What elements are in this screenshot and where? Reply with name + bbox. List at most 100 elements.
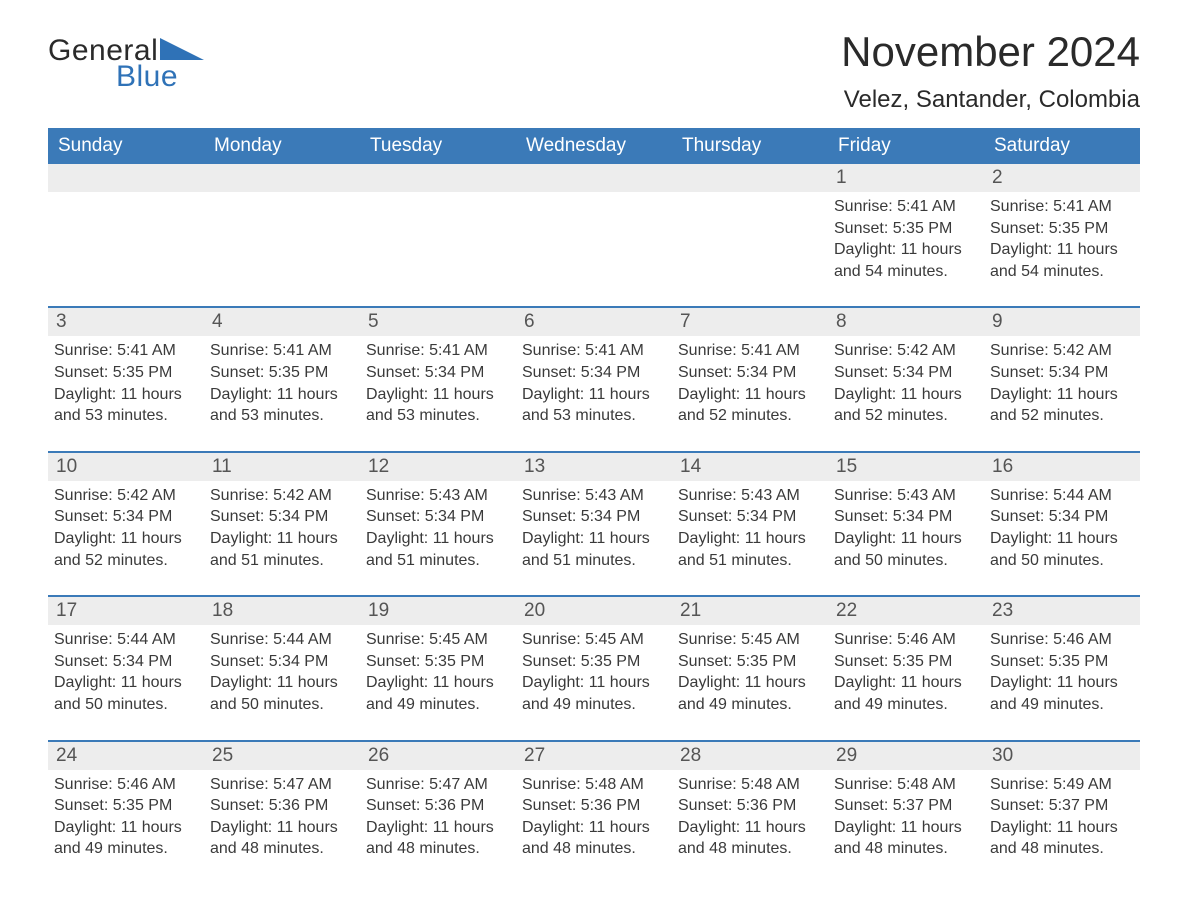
day-number: 17 <box>48 597 204 625</box>
day-number: 20 <box>516 597 672 625</box>
daylight-line: Daylight: 11 hours and 53 minutes. <box>210 384 352 427</box>
day-details: Sunrise: 5:44 AMSunset: 5:34 PMDaylight:… <box>204 625 360 739</box>
day-number <box>48 164 204 192</box>
day-details: Sunrise: 5:41 AMSunset: 5:35 PMDaylight:… <box>204 336 360 450</box>
day-details: Sunrise: 5:41 AMSunset: 5:35 PMDaylight:… <box>984 192 1140 306</box>
day-number <box>672 164 828 192</box>
calendar-day-cell: 20Sunrise: 5:45 AMSunset: 5:35 PMDayligh… <box>516 596 672 740</box>
sunset-line: Sunset: 5:34 PM <box>834 506 976 528</box>
sunrise-line: Sunrise: 5:41 AM <box>366 340 508 362</box>
brand-logo: General Blue <box>48 34 204 94</box>
calendar-day-cell: 2Sunrise: 5:41 AMSunset: 5:35 PMDaylight… <box>984 164 1140 307</box>
calendar-body: 1Sunrise: 5:41 AMSunset: 5:35 PMDaylight… <box>48 164 1140 872</box>
sunrise-line: Sunrise: 5:44 AM <box>210 629 352 651</box>
calendar-day-cell: 7Sunrise: 5:41 AMSunset: 5:34 PMDaylight… <box>672 307 828 451</box>
day-header: Monday <box>204 128 360 164</box>
day-details: Sunrise: 5:48 AMSunset: 5:37 PMDaylight:… <box>828 770 984 872</box>
daylight-line: Daylight: 11 hours and 52 minutes. <box>54 528 196 571</box>
day-number: 14 <box>672 453 828 481</box>
calendar-day-cell: 29Sunrise: 5:48 AMSunset: 5:37 PMDayligh… <box>828 741 984 872</box>
sunrise-line: Sunrise: 5:46 AM <box>990 629 1132 651</box>
sunrise-line: Sunrise: 5:41 AM <box>54 340 196 362</box>
day-number: 4 <box>204 308 360 336</box>
sunset-line: Sunset: 5:35 PM <box>366 651 508 673</box>
daylight-line: Daylight: 11 hours and 50 minutes. <box>990 528 1132 571</box>
calendar-day-cell: 19Sunrise: 5:45 AMSunset: 5:35 PMDayligh… <box>360 596 516 740</box>
day-header: Friday <box>828 128 984 164</box>
daylight-line: Daylight: 11 hours and 48 minutes. <box>834 817 976 860</box>
calendar-day-cell: 13Sunrise: 5:43 AMSunset: 5:34 PMDayligh… <box>516 452 672 596</box>
daylight-line: Daylight: 11 hours and 49 minutes. <box>366 672 508 715</box>
calendar-day-cell: 30Sunrise: 5:49 AMSunset: 5:37 PMDayligh… <box>984 741 1140 872</box>
daylight-line: Daylight: 11 hours and 48 minutes. <box>366 817 508 860</box>
calendar-day-cell: 5Sunrise: 5:41 AMSunset: 5:34 PMDaylight… <box>360 307 516 451</box>
calendar-day-cell: 27Sunrise: 5:48 AMSunset: 5:36 PMDayligh… <box>516 741 672 872</box>
sunset-line: Sunset: 5:35 PM <box>990 651 1132 673</box>
day-details: Sunrise: 5:45 AMSunset: 5:35 PMDaylight:… <box>360 625 516 739</box>
day-details <box>48 192 204 294</box>
sunset-line: Sunset: 5:34 PM <box>54 506 196 528</box>
day-details: Sunrise: 5:44 AMSunset: 5:34 PMDaylight:… <box>984 481 1140 595</box>
day-number: 6 <box>516 308 672 336</box>
daylight-line: Daylight: 11 hours and 54 minutes. <box>990 239 1132 282</box>
day-details: Sunrise: 5:47 AMSunset: 5:36 PMDaylight:… <box>360 770 516 872</box>
daylight-line: Daylight: 11 hours and 50 minutes. <box>834 528 976 571</box>
day-details: Sunrise: 5:46 AMSunset: 5:35 PMDaylight:… <box>828 625 984 739</box>
day-number: 2 <box>984 164 1140 192</box>
sunset-line: Sunset: 5:34 PM <box>210 651 352 673</box>
day-details: Sunrise: 5:43 AMSunset: 5:34 PMDaylight:… <box>516 481 672 595</box>
calendar-day-cell: 23Sunrise: 5:46 AMSunset: 5:35 PMDayligh… <box>984 596 1140 740</box>
calendar-day-cell: 1Sunrise: 5:41 AMSunset: 5:35 PMDaylight… <box>828 164 984 307</box>
header: General Blue November 2024 Velez, Santan… <box>48 28 1140 114</box>
calendar-week-row: 1Sunrise: 5:41 AMSunset: 5:35 PMDaylight… <box>48 164 1140 307</box>
sunrise-line: Sunrise: 5:45 AM <box>366 629 508 651</box>
day-details: Sunrise: 5:41 AMSunset: 5:35 PMDaylight:… <box>828 192 984 306</box>
calendar-day-cell: 26Sunrise: 5:47 AMSunset: 5:36 PMDayligh… <box>360 741 516 872</box>
daylight-line: Daylight: 11 hours and 48 minutes. <box>522 817 664 860</box>
day-number: 12 <box>360 453 516 481</box>
sunset-line: Sunset: 5:35 PM <box>834 651 976 673</box>
sunrise-line: Sunrise: 5:49 AM <box>990 774 1132 796</box>
day-details: Sunrise: 5:49 AMSunset: 5:37 PMDaylight:… <box>984 770 1140 872</box>
calendar-day-cell: 8Sunrise: 5:42 AMSunset: 5:34 PMDaylight… <box>828 307 984 451</box>
day-number <box>204 164 360 192</box>
day-number: 16 <box>984 453 1140 481</box>
day-details: Sunrise: 5:41 AMSunset: 5:34 PMDaylight:… <box>516 336 672 450</box>
day-details: Sunrise: 5:43 AMSunset: 5:34 PMDaylight:… <box>672 481 828 595</box>
sunrise-line: Sunrise: 5:43 AM <box>834 485 976 507</box>
calendar-header-row: SundayMondayTuesdayWednesdayThursdayFrid… <box>48 128 1140 164</box>
sunset-line: Sunset: 5:34 PM <box>366 506 508 528</box>
calendar-day-cell: 9Sunrise: 5:42 AMSunset: 5:34 PMDaylight… <box>984 307 1140 451</box>
title-block: November 2024 Velez, Santander, Colombia <box>841 28 1140 114</box>
sunset-line: Sunset: 5:35 PM <box>54 795 196 817</box>
sunrise-line: Sunrise: 5:47 AM <box>210 774 352 796</box>
calendar-day-cell: 4Sunrise: 5:41 AMSunset: 5:35 PMDaylight… <box>204 307 360 451</box>
sunset-line: Sunset: 5:35 PM <box>522 651 664 673</box>
day-number <box>360 164 516 192</box>
sunrise-line: Sunrise: 5:45 AM <box>678 629 820 651</box>
calendar-day-cell: 3Sunrise: 5:41 AMSunset: 5:35 PMDaylight… <box>48 307 204 451</box>
day-number: 28 <box>672 742 828 770</box>
day-details <box>204 192 360 294</box>
sunrise-line: Sunrise: 5:41 AM <box>990 196 1132 218</box>
sunset-line: Sunset: 5:34 PM <box>54 651 196 673</box>
day-details: Sunrise: 5:48 AMSunset: 5:36 PMDaylight:… <box>516 770 672 872</box>
day-details: Sunrise: 5:41 AMSunset: 5:34 PMDaylight:… <box>360 336 516 450</box>
sunset-line: Sunset: 5:34 PM <box>834 362 976 384</box>
sunset-line: Sunset: 5:35 PM <box>834 218 976 240</box>
day-number <box>516 164 672 192</box>
sunset-line: Sunset: 5:34 PM <box>522 362 664 384</box>
day-header: Saturday <box>984 128 1140 164</box>
sunrise-line: Sunrise: 5:47 AM <box>366 774 508 796</box>
daylight-line: Daylight: 11 hours and 50 minutes. <box>210 672 352 715</box>
daylight-line: Daylight: 11 hours and 53 minutes. <box>54 384 196 427</box>
day-details: Sunrise: 5:42 AMSunset: 5:34 PMDaylight:… <box>828 336 984 450</box>
sunrise-line: Sunrise: 5:43 AM <box>366 485 508 507</box>
day-number: 8 <box>828 308 984 336</box>
calendar-day-cell <box>360 164 516 307</box>
day-number: 7 <box>672 308 828 336</box>
day-number: 30 <box>984 742 1140 770</box>
sunrise-line: Sunrise: 5:42 AM <box>990 340 1132 362</box>
day-details <box>672 192 828 294</box>
sunrise-line: Sunrise: 5:42 AM <box>210 485 352 507</box>
